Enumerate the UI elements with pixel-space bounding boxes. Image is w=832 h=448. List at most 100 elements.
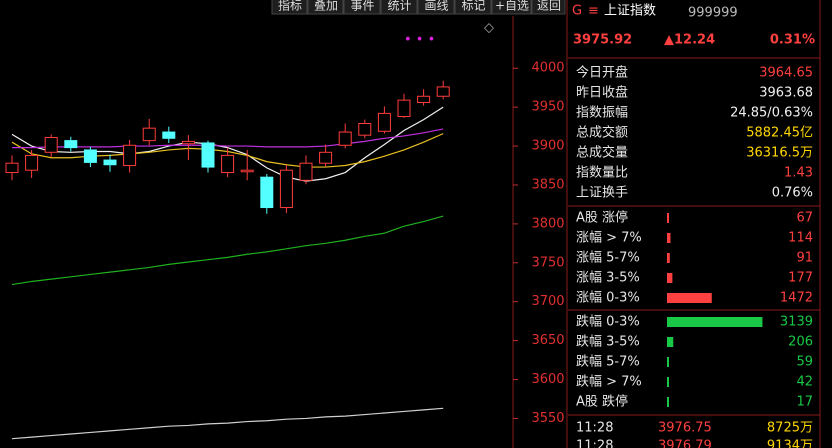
tick-volume: 8725万 — [767, 421, 813, 436]
tick-price: 3976.79 — [658, 439, 712, 448]
stat-value: 0.76% — [772, 186, 813, 201]
candle-body — [162, 131, 176, 139]
y-tick-label: 3850 — [531, 177, 564, 192]
dist-bar — [667, 293, 712, 303]
dist-bar — [667, 337, 674, 347]
dist-label: 涨幅 3-5% — [576, 271, 640, 286]
stat-label: 指数量比 — [576, 166, 628, 181]
candle-body — [436, 86, 450, 97]
y-tick-label: 4000 — [531, 61, 564, 76]
stat-value: 3964.65 — [759, 66, 813, 81]
stat-label: 昨日收盘 — [576, 85, 628, 101]
candle-body — [201, 142, 215, 168]
toolbar-label: 事件 — [350, 0, 374, 13]
ma-line — [11, 407, 444, 440]
dist-bar — [667, 213, 670, 223]
ma-line — [12, 128, 444, 149]
dist-value: 67 — [796, 211, 813, 226]
dist-label: A股 涨停 — [576, 210, 628, 226]
dist-label: 跌幅 3-5% — [576, 334, 640, 350]
y-tick-label: 3550 — [531, 411, 564, 426]
dist-value: 177 — [788, 271, 813, 286]
y-tick-label: 3750 — [531, 255, 564, 270]
toolbar-button[interactable] — [417, 0, 455, 15]
candle-body — [358, 122, 372, 136]
menu-icon[interactable]: ≡ — [588, 4, 599, 19]
stat-value: 3963.68 — [759, 86, 813, 101]
candle-body — [377, 112, 391, 132]
candle-body — [123, 144, 137, 167]
y-tick-label: 3600 — [531, 372, 564, 387]
tick-time: 11:28 — [576, 439, 613, 448]
candle-body — [25, 154, 39, 171]
candle-body — [83, 149, 97, 163]
stat-value: 5882.45亿 — [746, 126, 813, 141]
dist-bar — [667, 317, 763, 327]
toolbar-button[interactable] — [531, 0, 566, 15]
candle-body — [240, 169, 254, 173]
toolbar-label: 标记 — [461, 0, 485, 13]
dist-value: 42 — [796, 375, 813, 390]
dist-label: 涨幅 0-3% — [576, 291, 640, 306]
dist-bar — [667, 397, 669, 407]
tick-volume: 9134万 — [767, 439, 813, 448]
dist-label: 跌幅 > 7% — [576, 374, 642, 390]
candle-body — [181, 140, 195, 145]
toolbar-button[interactable] — [307, 0, 344, 15]
toolbar-label: 统计 — [387, 0, 411, 13]
tick-price: 3976.75 — [658, 421, 712, 436]
toolbar-button[interactable] — [491, 0, 532, 15]
toolbar-label: +自选 — [495, 0, 529, 13]
dist-bar — [667, 377, 669, 387]
dist-bar — [667, 357, 669, 367]
toolbar-label: 叠加 — [314, 0, 338, 13]
toolbar-label: 画线 — [424, 0, 448, 13]
stock-name: 上证指数 — [604, 4, 656, 19]
toolbar-label: 指标 — [278, 0, 302, 13]
candle-body — [279, 169, 293, 209]
candle-body — [142, 127, 156, 142]
dist-label: A股 跌停 — [576, 394, 628, 410]
change-pct: 0.31% — [770, 33, 815, 48]
stat-value: 36316.5万 — [746, 146, 813, 161]
toolbar-button[interactable] — [454, 0, 492, 15]
stock-code: 999999 — [688, 6, 738, 21]
candle-body — [299, 162, 313, 181]
change: ▲12.24 — [664, 33, 715, 48]
toolbar-button[interactable] — [271, 0, 308, 15]
candle-body — [64, 140, 78, 149]
candle-body — [319, 151, 333, 164]
dist-label: 涨幅 > 7% — [576, 231, 642, 246]
y-tick-label: 3700 — [531, 294, 564, 309]
diamond-icon: ◇ — [484, 21, 494, 36]
toolbar-button[interactable] — [380, 0, 418, 15]
dist-bar — [667, 273, 673, 283]
stat-value: 24.85/0.63% — [730, 106, 813, 121]
y-tick-label: 3800 — [531, 216, 564, 231]
candle-body — [338, 131, 352, 146]
y-tick-label: 3950 — [531, 100, 564, 115]
stat-value: 1.43 — [784, 166, 813, 181]
stat-label: 总成交额 — [576, 125, 628, 141]
y-tick-label: 3900 — [531, 139, 564, 154]
toolbar-label: 返回 — [537, 0, 561, 13]
candle-body — [260, 176, 274, 209]
candle-body — [5, 162, 19, 174]
flag: G — [572, 4, 582, 19]
marker-dots: • • • — [404, 33, 435, 48]
stat-label: 指数振幅 — [576, 106, 628, 121]
candle-body — [221, 154, 235, 174]
toolbar-button[interactable] — [343, 0, 381, 15]
dist-value: 17 — [796, 395, 813, 410]
dist-value: 1472 — [780, 291, 813, 306]
candle-body — [44, 137, 58, 153]
dist-label: 跌幅 5-7% — [576, 354, 640, 370]
dist-bar — [667, 253, 670, 263]
ma-line — [11, 215, 444, 286]
candle-body — [103, 159, 117, 166]
dist-value: 59 — [796, 355, 813, 370]
price: 3975.92 — [573, 33, 632, 48]
stat-label: 今日开盘 — [576, 65, 628, 81]
y-tick-label: 3650 — [531, 333, 564, 348]
